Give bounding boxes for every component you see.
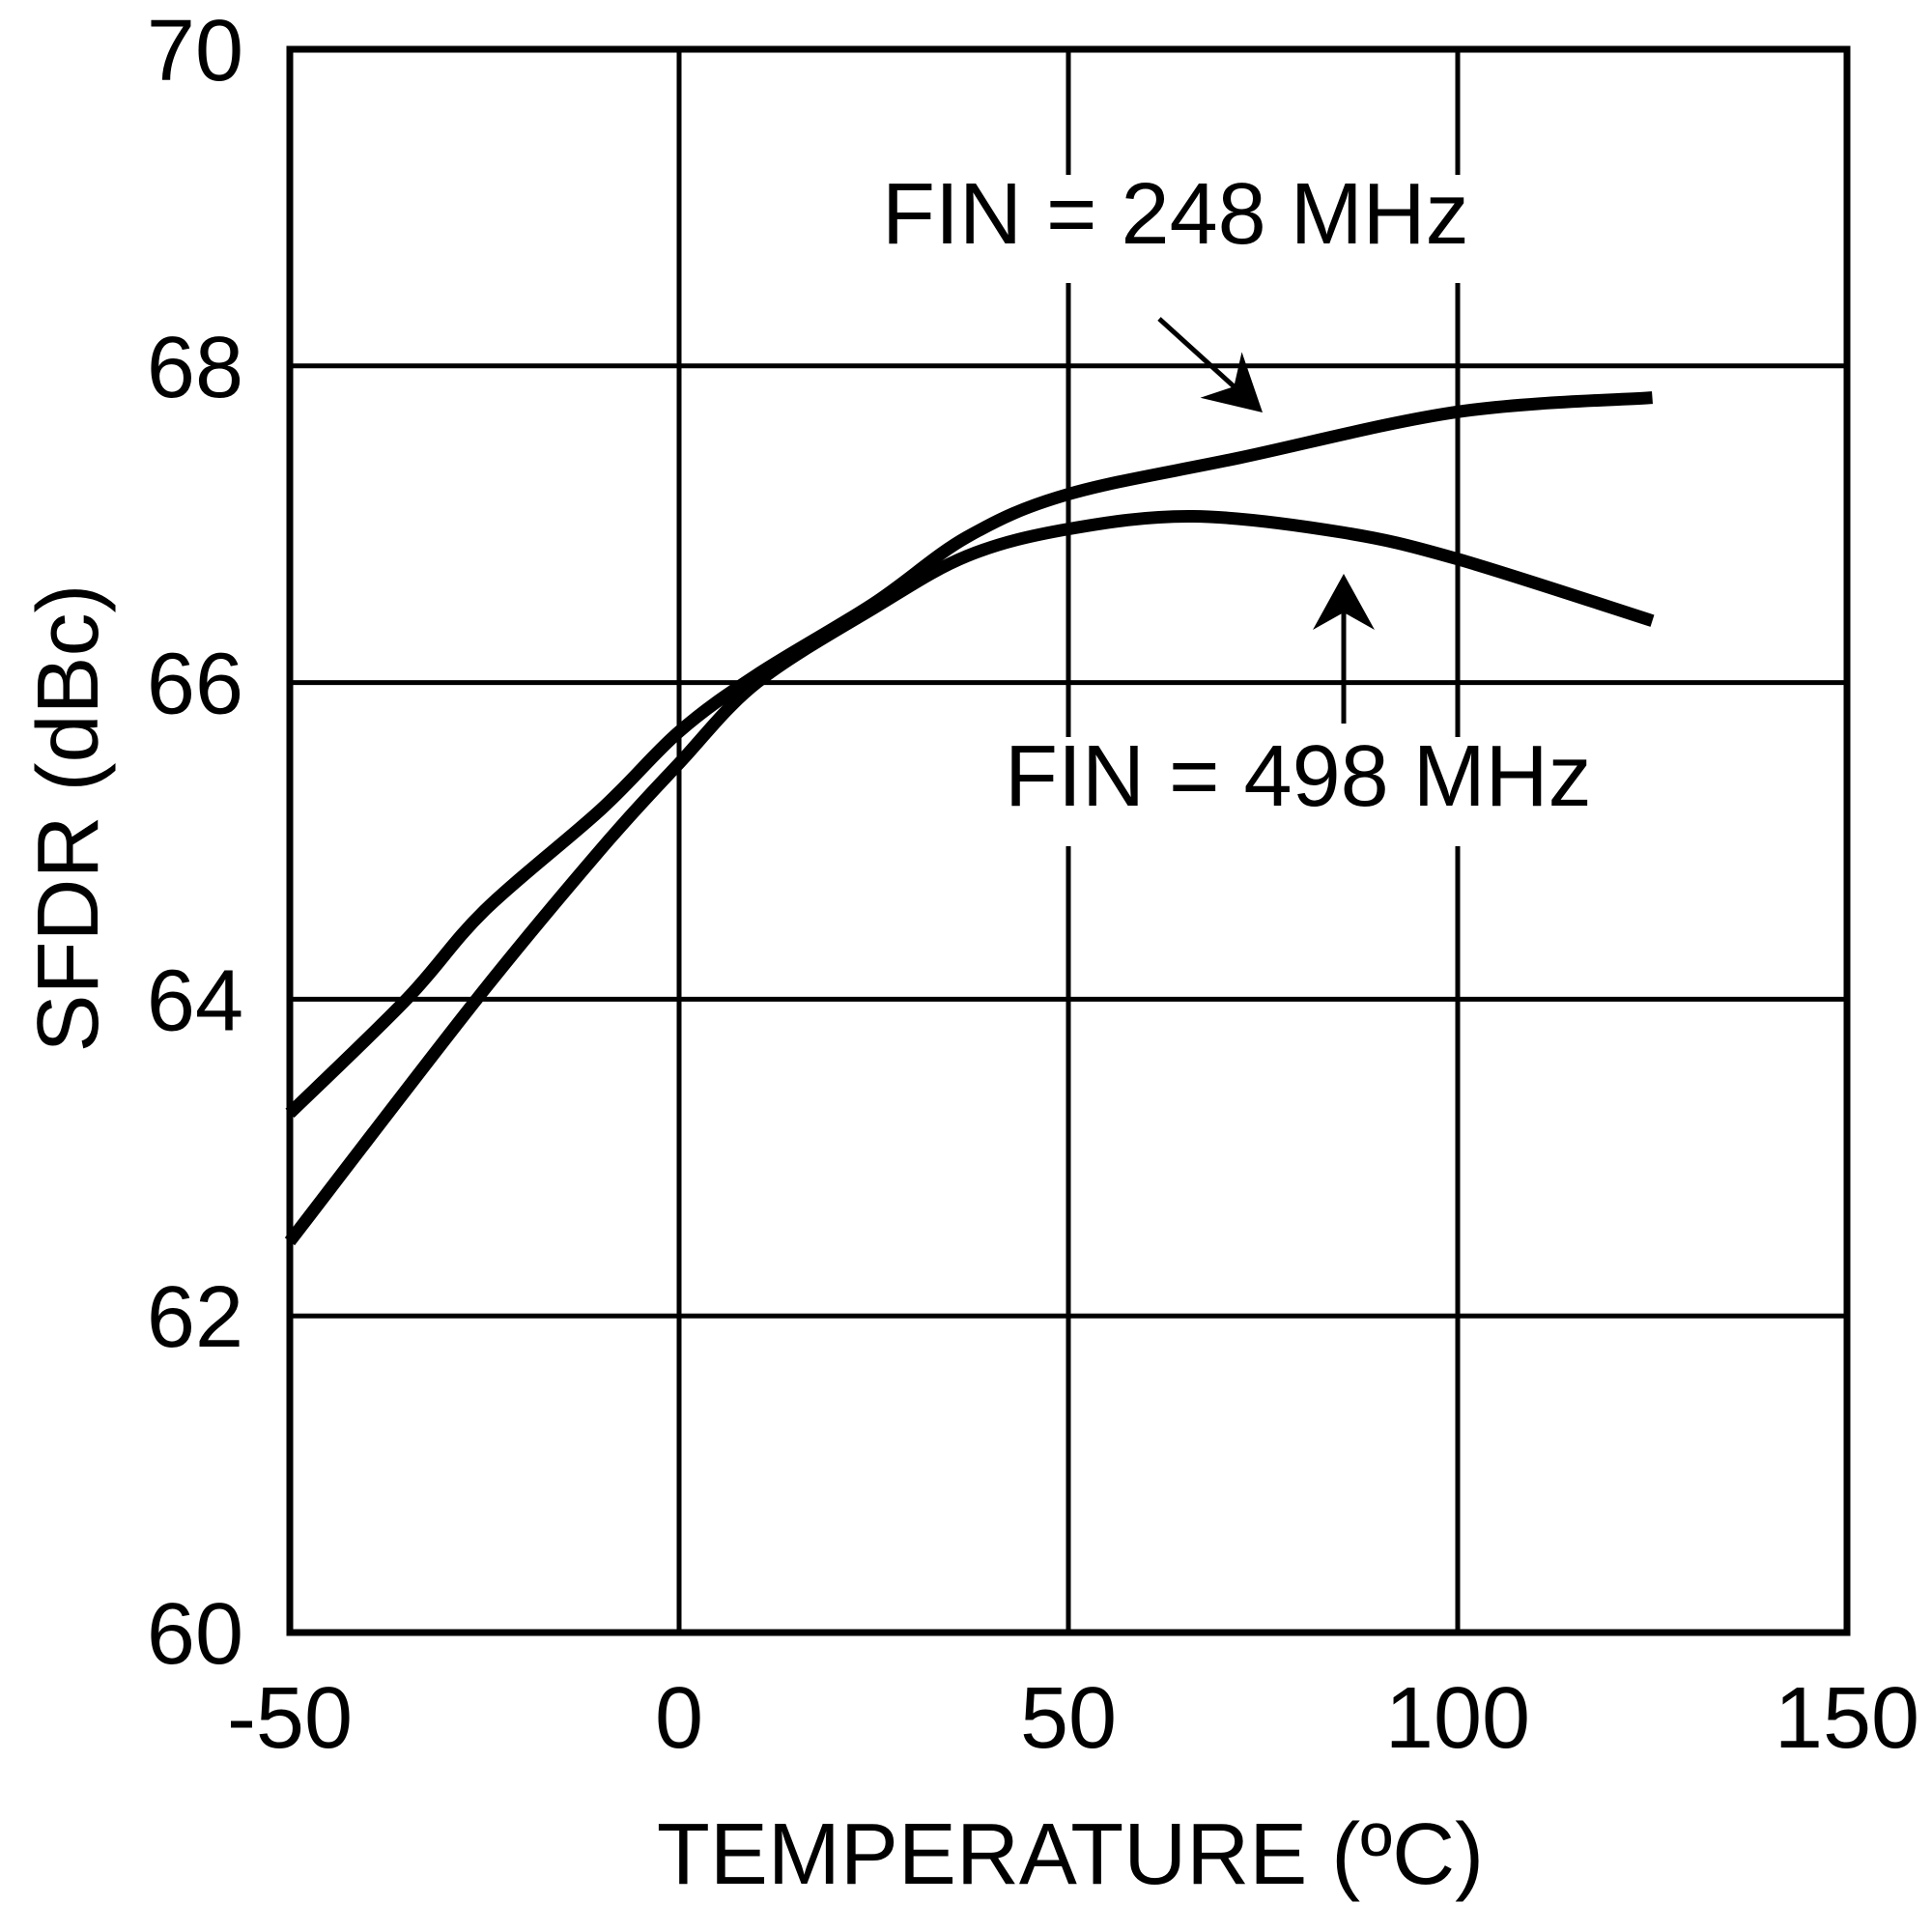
y-tick-label: 62	[147, 1269, 243, 1366]
plot-frame	[286, 45, 1851, 1636]
x-tick-label: 100	[1385, 1670, 1530, 1767]
x-axis-title: TEMPERATURE (ºC)	[657, 1806, 1484, 1903]
arrow-head-icon	[1200, 352, 1263, 412]
series-fin-498mhz-line	[284, 510, 1655, 1246]
data-series	[284, 391, 1655, 1246]
arrow-head-icon	[1313, 574, 1375, 630]
y-tick-labels: 60 62 64 66 68 70	[147, 3, 243, 1683]
y-tick-label: 66	[147, 637, 243, 733]
annotation-498-bg	[993, 737, 1602, 846]
y-tick-label: 68	[147, 320, 243, 416]
x-tick-label: 0	[655, 1670, 703, 1767]
arrow-shaft	[1157, 317, 1236, 388]
y-tick-label: 70	[147, 3, 243, 99]
y-tick-label: 64	[147, 952, 243, 1049]
annotation-label-498mhz: FIN = 498 MHz	[1005, 728, 1592, 825]
x-tick-label: 150	[1775, 1670, 1919, 1767]
annotation-backgrounds	[869, 175, 1602, 846]
annotation-248-bg	[869, 175, 1478, 283]
y-tick-label: 60	[147, 1586, 243, 1683]
annotations: FIN = 248 MHz FIN = 498 MHz	[882, 166, 1592, 825]
x-tick-label: 50	[1020, 1670, 1117, 1767]
x-tick-label: -50	[227, 1670, 353, 1767]
x-tick-labels: -50 0 50 100 150	[227, 1670, 1919, 1767]
y-axis-title: SFDR (dBc)	[20, 583, 117, 1052]
annotation-label-248mhz: FIN = 248 MHz	[882, 166, 1469, 263]
